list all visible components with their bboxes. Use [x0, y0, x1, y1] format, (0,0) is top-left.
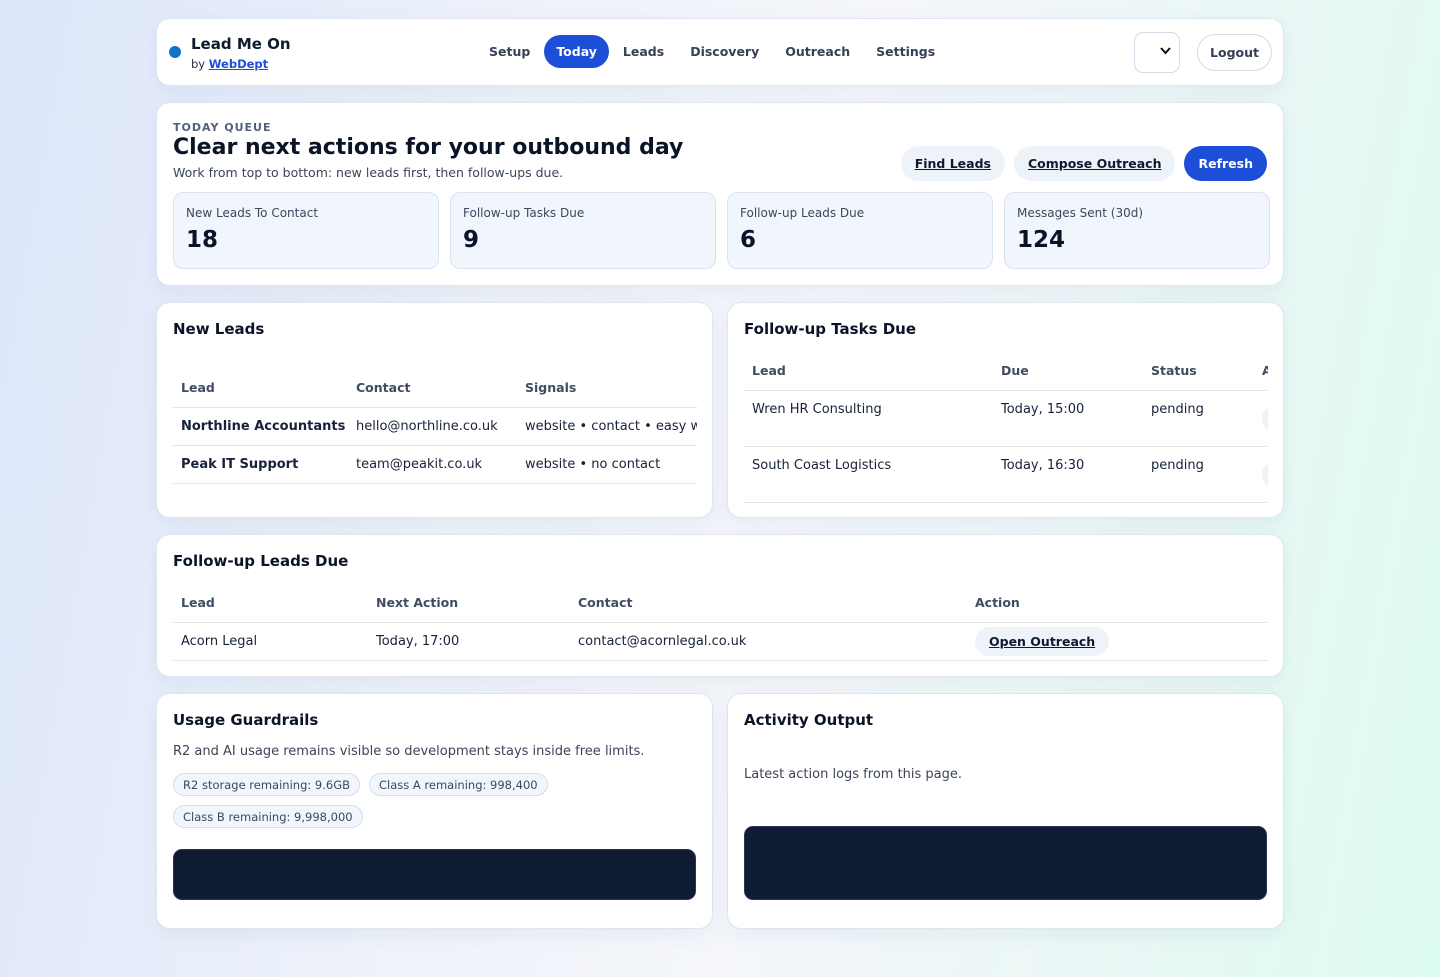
task-status: pending: [1143, 390, 1254, 447]
panel-description: Latest action logs from this page.: [744, 767, 963, 782]
panel-title: Follow-up Leads Due: [173, 552, 349, 570]
queue-subtitle: Work from top to bottom: new leads first…: [173, 165, 564, 180]
column-header: Contact: [348, 369, 517, 408]
column-header: Status: [1143, 352, 1254, 391]
table-row[interactable]: Acorn Legal Today, 17:00 contact@acornle…: [173, 622, 1268, 661]
new-leads-panel: New Leads Lead Contact Signals Northline…: [156, 302, 713, 518]
brand-name: Lead Me On: [191, 35, 291, 53]
table-row[interactable]: Northline Accountants hello@northline.co…: [173, 407, 697, 446]
usage-chip: Class A remaining: 998,400: [369, 773, 548, 796]
new-leads-table: Lead Contact Signals Northline Accountan…: [173, 369, 697, 484]
lead-signals: website • no contact: [517, 445, 697, 484]
column-header: Due: [993, 352, 1143, 391]
queue-actions: Find Leads Compose Outreach Refresh: [900, 146, 1267, 181]
followup-contact: contact@acornlegal.co.uk: [570, 622, 967, 661]
logout-button[interactable]: Logout: [1197, 34, 1272, 71]
lead-signals: website • contact • easy wi: [517, 407, 697, 446]
column-header: Lead: [744, 352, 993, 391]
panel-title: New Leads: [173, 320, 265, 338]
task-status: pending: [1143, 446, 1254, 503]
stats-row: New Leads To Contact 18 Follow-up Tasks …: [173, 192, 1270, 269]
brand-by-text: by: [191, 57, 206, 71]
nav-outreach[interactable]: Outreach: [785, 44, 851, 59]
followup-leads-panel: Follow-up Leads Due Lead Next Action Con…: [156, 534, 1284, 677]
followup-leads-table: Lead Next Action Contact Action Acorn Le…: [173, 584, 1268, 661]
webdept-link[interactable]: WebDept: [208, 57, 269, 71]
column-header: Contact: [570, 584, 967, 623]
task-action-button[interactable]: [1262, 405, 1268, 432]
nav-setup[interactable]: Setup: [489, 44, 531, 59]
find-leads-button[interactable]: Find Leads: [900, 146, 1005, 181]
column-header: Signals: [517, 369, 697, 408]
panel-title: Usage Guardrails: [173, 711, 319, 729]
panel-title: Activity Output: [744, 711, 874, 729]
lead-name: Northline Accountants: [173, 407, 348, 446]
refresh-button[interactable]: Refresh: [1184, 146, 1267, 181]
panel-description: R2 and AI usage remains visible so devel…: [173, 744, 645, 759]
open-outreach-button[interactable]: Open Outreach: [975, 626, 1110, 656]
stat-value: 124: [1017, 227, 1066, 253]
stat-label: Follow-up Tasks Due: [463, 206, 585, 220]
stat-value: 6: [740, 227, 757, 253]
table-header-row: Lead Next Action Contact Action: [173, 584, 1268, 623]
stat-value: 18: [186, 227, 219, 253]
column-header: A: [1254, 352, 1268, 391]
task-action-cell: [1254, 446, 1268, 503]
task-lead: South Coast Logistics: [744, 446, 993, 503]
table-header-row: Lead Contact Signals: [173, 369, 697, 408]
column-header: Next Action: [368, 584, 570, 623]
followup-next-action: Today, 17:00: [368, 622, 570, 661]
main-nav: Setup Today Leads Discovery Outreach Set…: [477, 35, 947, 68]
task-action-cell: [1254, 390, 1268, 447]
chevron-down-icon: [1160, 45, 1171, 58]
followup-tasks-table: Lead Due Status A Wren HR Consulting Tod…: [744, 352, 1268, 503]
table-header-row: Lead Due Status A: [744, 352, 1268, 391]
table-row[interactable]: South Coast Logistics Today, 16:30 pendi…: [744, 446, 1268, 503]
usage-output-console: [173, 849, 696, 900]
brand-dot-icon: [169, 46, 181, 58]
stat-label: New Leads To Contact: [186, 206, 319, 220]
column-header: Lead: [173, 584, 368, 623]
task-due: Today, 15:00: [993, 390, 1143, 447]
panel-title: Follow-up Tasks Due: [744, 320, 917, 338]
task-due: Today, 16:30: [993, 446, 1143, 503]
stat-card: Messages Sent (30d) 124: [1004, 192, 1270, 269]
nav-leads[interactable]: Leads: [622, 44, 665, 59]
usage-chip: R2 storage remaining: 9.6GB: [173, 773, 360, 796]
table-row[interactable]: Wren HR Consulting Today, 15:00 pending: [744, 390, 1268, 447]
stat-card: Follow-up Leads Due 6: [727, 192, 993, 269]
stat-card: Follow-up Tasks Due 9: [450, 192, 716, 269]
lead-contact: hello@northline.co.uk: [348, 407, 517, 446]
column-header: Lead: [173, 369, 348, 408]
queue-eyebrow: TODAY QUEUE: [173, 121, 272, 134]
task-lead: Wren HR Consulting: [744, 390, 993, 447]
usage-guardrails-panel: Usage Guardrails R2 and AI usage remains…: [156, 693, 713, 929]
nav-discovery[interactable]: Discovery: [690, 44, 760, 59]
stat-label: Follow-up Leads Due: [740, 206, 865, 220]
queue-title: Clear next actions for your outbound day: [173, 135, 684, 160]
activity-log-console: [744, 826, 1267, 900]
table-row[interactable]: Peak IT Support team@peakit.co.uk websit…: [173, 445, 697, 484]
stat-card: New Leads To Contact 18: [173, 192, 439, 269]
followup-tasks-scroll-area[interactable]: Lead Due Status A Wren HR Consulting Tod…: [744, 352, 1268, 506]
task-action-button[interactable]: [1262, 461, 1268, 488]
stat-label: Messages Sent (30d): [1017, 206, 1144, 220]
activity-output-panel: Activity Output Latest action logs from …: [727, 693, 1284, 929]
nav-settings[interactable]: Settings: [876, 44, 936, 59]
top-nav-bar: Lead Me On by WebDept Setup Today Leads …: [156, 18, 1284, 86]
today-queue-panel: TODAY QUEUE Clear next actions for your …: [156, 102, 1284, 286]
brand-byline: by WebDept: [191, 57, 268, 71]
stat-value: 9: [463, 227, 480, 253]
followup-tasks-panel: Follow-up Tasks Due Lead Due Status A Wr…: [727, 302, 1284, 518]
followup-lead-name: Acorn Legal: [173, 622, 368, 661]
column-header: Action: [967, 584, 1268, 623]
account-select[interactable]: [1134, 32, 1180, 73]
usage-chip: Class B remaining: 9,998,000: [173, 805, 363, 828]
lead-contact: team@peakit.co.uk: [348, 445, 517, 484]
compose-outreach-button[interactable]: Compose Outreach: [1013, 146, 1176, 181]
usage-chips: R2 storage remaining: 9.6GB Class A rema…: [173, 773, 653, 828]
nav-today[interactable]: Today: [544, 35, 609, 68]
lead-name: Peak IT Support: [173, 445, 348, 484]
followup-action-cell: Open Outreach: [967, 622, 1268, 661]
